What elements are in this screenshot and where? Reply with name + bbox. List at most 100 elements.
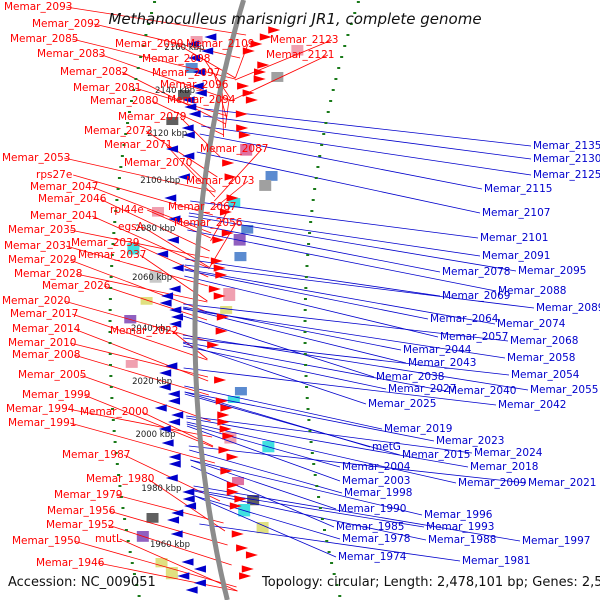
reverse-gene-arrow (182, 152, 195, 160)
reverse-gene-arrow (184, 502, 197, 510)
forward-gene-label: Memar_2035 (8, 224, 76, 236)
tick-dot (338, 595, 342, 597)
leader-line (184, 385, 383, 430)
leader-line (202, 115, 532, 160)
leader-line (185, 258, 441, 297)
feature-blocks-layer (124, 36, 304, 580)
reverse-gene-label: Memar_2044 (403, 344, 472, 356)
forward-gene-arrow (242, 89, 255, 97)
feature-block (233, 234, 246, 246)
forward-gene-arrow (215, 397, 228, 405)
reverse-gene-arrow (154, 404, 167, 412)
forward-gene-label: Memar_2072 (84, 125, 152, 137)
forward-gene-arrow (253, 75, 266, 83)
reverse-gene-label: Memar_2055 (530, 384, 598, 396)
forward-gene-label: rpl44e (110, 204, 144, 216)
forward-gene-label: Memar_2097 (152, 67, 220, 79)
forward-gene-label: Memar_2014 (12, 323, 81, 335)
leader-line (187, 229, 497, 292)
tick-dot (115, 463, 119, 465)
reverse-gene-label: Memar_2115 (484, 183, 552, 195)
tick-dot (320, 144, 324, 146)
leader-line (69, 422, 215, 464)
forward-gene-arrow (222, 432, 235, 440)
leader-line (119, 538, 238, 592)
leader-line (194, 495, 337, 558)
forward-gene-label: Memar_1991 (8, 417, 76, 429)
tick-dot (136, 67, 140, 69)
tick-dot (119, 496, 123, 498)
tick-dot (326, 111, 330, 113)
reverse-gene-label: Memar_1988 (428, 534, 496, 546)
tick-dot (112, 232, 116, 234)
tick-dot (135, 584, 139, 586)
gene-arrows-layer (154, 26, 281, 594)
feature-block (146, 513, 159, 523)
reverse-gene-arrow (168, 215, 181, 223)
reverse-gene-arrow (177, 572, 190, 580)
reverse-gene-label: Memar_2095 (518, 265, 586, 277)
reverse-gene-arrow (181, 124, 194, 132)
tick-dot (307, 419, 311, 421)
tick-dot (108, 342, 112, 344)
leader-line (98, 53, 231, 101)
leader-line (97, 562, 238, 592)
feature-block (234, 387, 247, 396)
forward-gene-arrow (224, 173, 237, 181)
feature-block (140, 297, 153, 305)
tick-dot (130, 562, 134, 564)
leader-line (184, 264, 535, 309)
reverse-gene-label: Memar_2054 (511, 369, 580, 381)
reverse-gene-label: Memar_2018 (470, 461, 538, 473)
tick-dot (122, 144, 126, 146)
reverse-gene-arrow (181, 558, 194, 566)
reverse-gene-arrow (192, 68, 205, 76)
summary-text: Topology: circular; Length: 2,478,101 bp… (261, 575, 600, 590)
reverse-gene-label: Memar_2004 (342, 461, 411, 473)
leader-line (69, 259, 208, 313)
tick-dot (325, 540, 329, 542)
tick-dot (316, 166, 320, 168)
tick-dot (304, 287, 308, 289)
feature-block (166, 117, 179, 126)
feature-block (178, 90, 191, 100)
leader-line (224, 99, 230, 129)
forward-gene-label: Memar_2000 (80, 406, 148, 418)
leader-line (108, 510, 228, 546)
tick-dot (121, 507, 125, 509)
forward-gene-arrow (208, 285, 221, 293)
tick-dot (312, 463, 316, 465)
tick-dot (353, 12, 357, 14)
forward-gene-arrow (218, 446, 231, 454)
leader-line (182, 342, 367, 405)
leader-line (183, 308, 506, 359)
forward-gene-label: Memar_2026 (42, 280, 111, 292)
reverse-gene-arrow (167, 390, 180, 398)
forward-gene-label: Memar_1952 (46, 519, 114, 531)
leader-line (93, 23, 241, 59)
reverse-gene-label: Memar_2069 (442, 290, 510, 302)
tick-dot (134, 78, 138, 80)
tick-dot (108, 364, 112, 366)
kbp-label: 2060 kbp (132, 273, 172, 283)
tick-dot (310, 452, 314, 454)
tick-dot (118, 485, 122, 487)
leader-line (83, 394, 214, 448)
reverse-gene-label: Memar_2064 (430, 313, 499, 325)
tick-dot (124, 133, 128, 135)
feature-block (234, 252, 247, 262)
tick-dot (108, 353, 112, 355)
tick-dot (108, 320, 112, 322)
feature-block (241, 225, 254, 234)
leader-line (199, 133, 483, 190)
reverse-gene-arrow (186, 40, 199, 48)
forward-gene-label: Memar_2037 (78, 249, 146, 261)
kbp-labels-layer: 2160 kbp 2140 kbp 2120 kbp 2100 kbp 2080 kbp… (131, 43, 204, 550)
forward-gene-arrow (259, 33, 272, 41)
forward-gene-label: Memar_2073 (186, 175, 254, 187)
forward-gene-arrow (241, 565, 254, 573)
leader-line (188, 212, 481, 257)
tick-dot (150, 12, 154, 14)
tick-dot (324, 122, 328, 124)
